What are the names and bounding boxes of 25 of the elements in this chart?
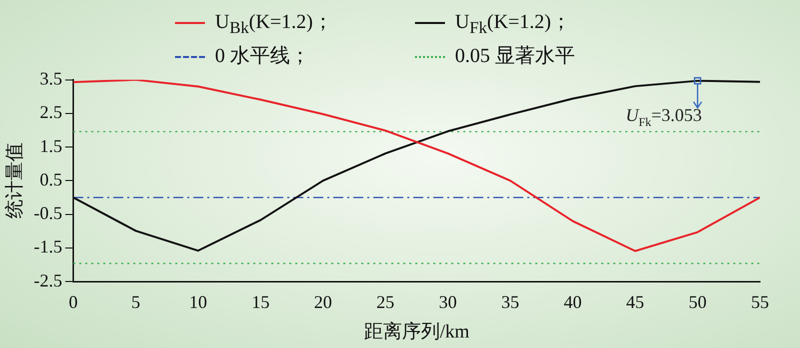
x-tick-label: 50 [688,292,707,312]
y-tick-label: 0.5 [40,169,62,190]
y-axis-title: 统计量值 [4,142,26,219]
x-tick-label: 55 [751,292,769,312]
x-tick-label: 20 [314,292,332,312]
legend-label: U$_{Bk}$(K=1.2)； [215,11,333,37]
x-axis-title: 距离序列/km [364,320,470,343]
y-tick-label: -2.5 [34,270,62,290]
x-tick-label: 35 [501,292,520,312]
x-tick-label: 5 [131,292,140,312]
x-tick-label: 0 [68,292,78,312]
y-tick-label: 3.5 [40,68,62,89]
x-tick-label: 10 [189,292,208,312]
y-tick-label: 1.5 [40,136,62,156]
legend-label: 0.05 显著水平 [455,45,575,67]
y-tick-label: -0.5 [34,203,62,224]
x-tick-label: 40 [564,292,582,312]
y-tick-label: 2.5 [40,102,62,122]
x-tick-label: 45 [626,292,644,312]
x-tick-label: 30 [438,292,457,312]
legend-label: 0 水平线； [215,45,310,67]
y-tick-label: -1.5 [34,236,62,257]
x-tick-label: 25 [376,292,394,312]
legend-label: U$_{Fk}$(K=1.2)； [455,11,572,37]
x-tick-label: 15 [252,292,270,312]
